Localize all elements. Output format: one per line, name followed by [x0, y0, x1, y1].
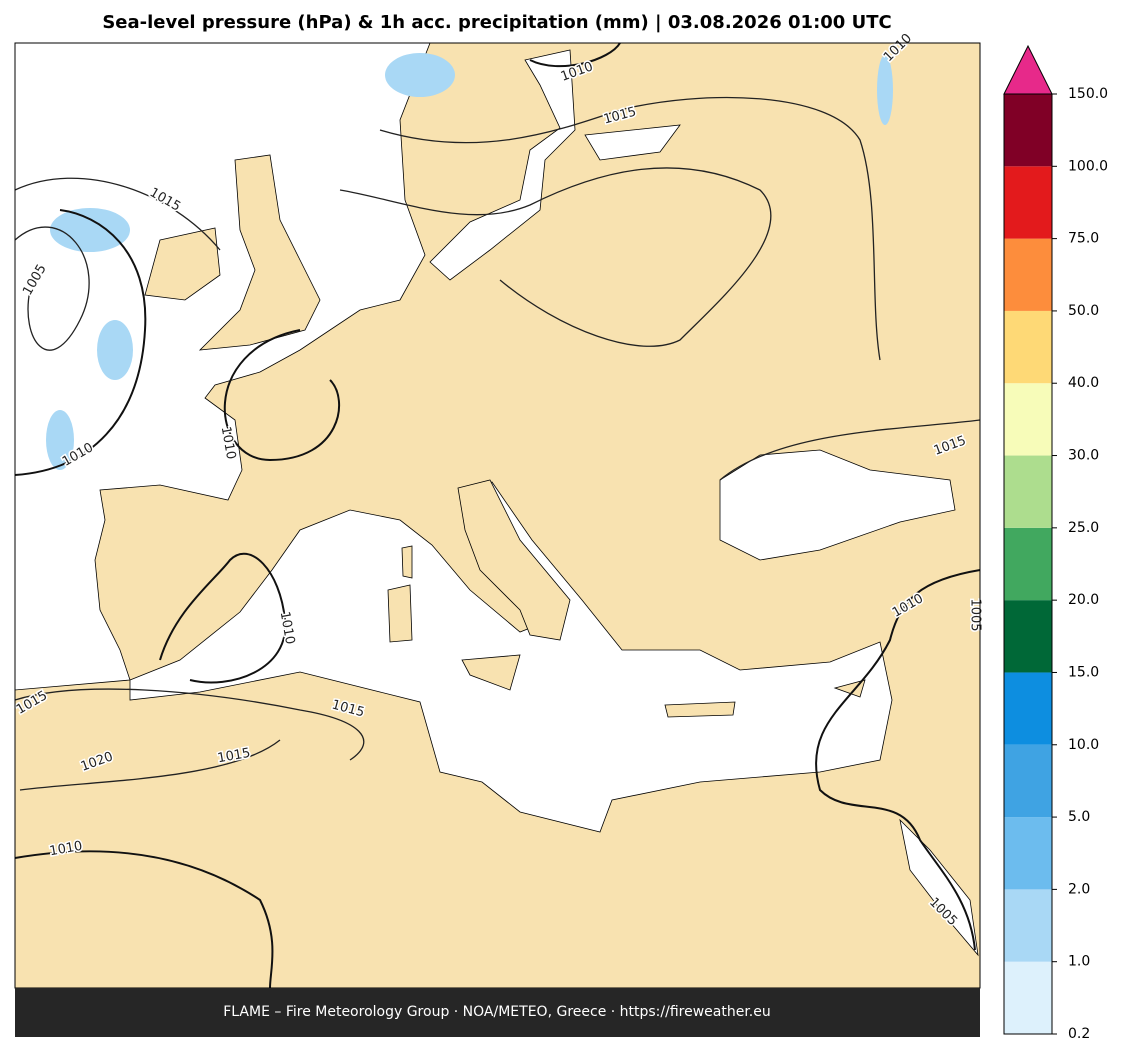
footer-text: FLAME – Fire Meteorology Group · NOA/MET… [223, 1004, 771, 1020]
isobar [719, 419, 981, 481]
colorbar-tick-label: 75.0 [1068, 231, 1099, 247]
footer-bar [15, 988, 980, 1037]
isobar [379, 96, 881, 361]
isobar [14, 209, 147, 476]
colorbar-segment [1004, 455, 1052, 528]
colorbar-segment [1004, 600, 1052, 673]
colorbar-tick-label: 10.0 [1068, 737, 1099, 753]
isobar [14, 688, 365, 761]
colorbar-tick-label: 5.0 [1068, 809, 1090, 825]
colorbar-segment [1004, 672, 1052, 745]
colorbar-segment [1004, 817, 1052, 890]
rain-area [877, 55, 893, 125]
colorbar-segment [1004, 889, 1052, 962]
colorbar-tick-label: 25.0 [1068, 520, 1099, 536]
red-sea [899, 818, 979, 957]
colorbar-segment [1004, 527, 1052, 601]
ireland [144, 227, 221, 301]
isobar [14, 226, 90, 351]
colorbar-segment [1004, 310, 1052, 384]
isobar [14, 850, 274, 989]
colorbar-tick-label: 1.0 [1068, 954, 1090, 970]
isobar [815, 569, 981, 951]
black-sea [719, 449, 956, 561]
colorbar-tick-label: 30.0 [1068, 448, 1099, 464]
rain-area [385, 53, 455, 97]
contour-label: 1015 [216, 746, 251, 767]
sardinia [387, 584, 413, 643]
colorbar-tick-label: 50.0 [1068, 303, 1099, 319]
isobar [159, 552, 287, 684]
colorbar-segment [1004, 94, 1052, 167]
colorbar-tick-label: 150.0 [1068, 86, 1108, 102]
cyprus [833, 679, 866, 698]
contour-label: 1010 [48, 839, 83, 860]
colorbar-tick-label: 40.0 [1068, 375, 1099, 391]
isobar [223, 329, 341, 462]
colorbar: 0.2 1.0 2.0 5.0 10.0 15.0 20.0 25.0 30.0 40.0 50.0… [1003, 44, 1108, 1042]
colorbar-segment [1004, 961, 1052, 1034]
rain-area [97, 320, 133, 380]
atlantic [14, 42, 431, 691]
isobar [14, 177, 221, 251]
italy [457, 479, 571, 641]
colorbar-frame [1003, 93, 1053, 1035]
colorbar-tick-label: 2.0 [1068, 881, 1090, 897]
title: Sea-level pressure (hPa) & 1h acc. preci… [102, 12, 891, 33]
crete [664, 701, 736, 718]
isobars [14, 42, 981, 989]
contour-label: 1010 [277, 610, 298, 645]
baltic [429, 49, 681, 281]
isobar [19, 739, 281, 791]
colorbar-tick-label: 0.2 [1068, 1026, 1090, 1042]
colorbar-segment [1004, 166, 1052, 239]
isobar [529, 42, 621, 68]
rain-area [46, 410, 74, 470]
colorbar-segment [1004, 744, 1052, 818]
isobar [339, 167, 772, 347]
precipitation [46, 53, 893, 470]
colorbar-segment [1004, 383, 1052, 456]
rain-area [50, 208, 130, 252]
contour-label: 1010 [218, 425, 239, 460]
colorbar-segment [1004, 238, 1052, 311]
sicily [461, 654, 521, 691]
corsica [401, 545, 413, 579]
colorbar-tick-label: 100.0 [1068, 158, 1108, 174]
colorbar-extend [1003, 44, 1053, 95]
colorbar-tick-label: 15.0 [1068, 664, 1099, 680]
colorbar-tick-label: 20.0 [1068, 592, 1099, 608]
